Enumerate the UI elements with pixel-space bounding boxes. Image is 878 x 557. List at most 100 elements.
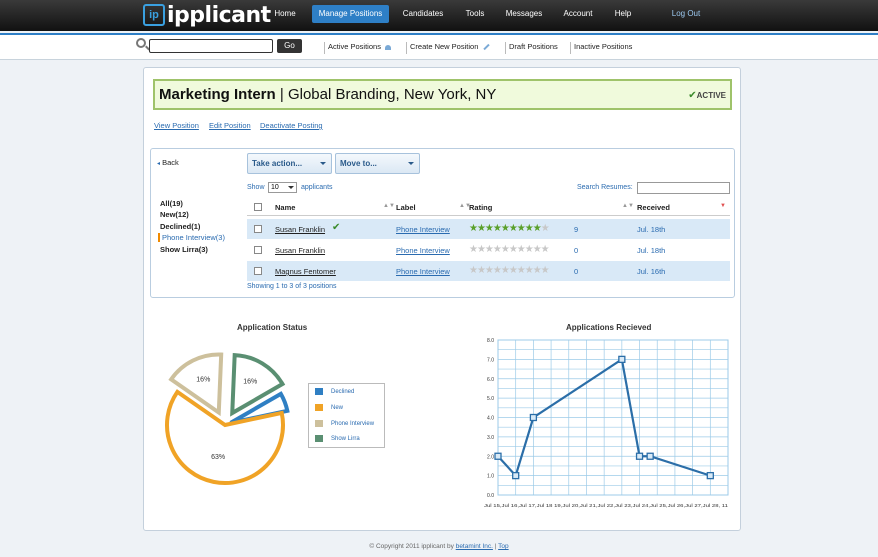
search-input[interactable] (149, 39, 273, 53)
nav-help[interactable]: Help (614, 9, 632, 18)
top-link[interactable]: Top (498, 543, 509, 550)
pie-slice-declined (229, 391, 290, 425)
data-point (529, 413, 538, 422)
rating-stars[interactable]: ★★★★★★★★★★ (469, 223, 550, 234)
pie-legend: Declined New Phone Interview Show Lirra (308, 383, 385, 448)
rating-stars[interactable]: ★★★★★★★★★★ (469, 244, 550, 255)
applicant-label[interactable]: Phone Interview (396, 225, 450, 234)
pie-chart-title: Application Status (237, 323, 308, 332)
pin-icon (384, 44, 391, 50)
x-tick-label: Jul 15,Jul 16,Jul 17,Jul 18 19,Jul 20,Ju… (484, 503, 729, 508)
received-date: Jul. 16th (637, 267, 666, 276)
go-button[interactable]: Go (277, 39, 302, 53)
nav-account[interactable]: Account (563, 9, 593, 18)
legend-swatch (315, 420, 323, 427)
y-tick-label: 0.0 (487, 493, 494, 499)
line-chart: 0.0 1.0 2.0 3.0 4.0 5.0 6.0 7.0 8.0 Jul 15,Jul 16… (484, 338, 729, 508)
legend-swatch (315, 435, 323, 442)
table-row[interactable]: Susan Franklin ✔ Phone Interview ★★★★★★★… (247, 219, 730, 239)
view-position-link[interactable]: View Position (154, 121, 199, 130)
y-tick-label: 2.0 (487, 454, 494, 460)
applicant-name[interactable]: Susan Franklin (275, 225, 326, 234)
legend-label: Declined (331, 389, 355, 396)
data-point (646, 452, 654, 460)
data-point (618, 355, 626, 364)
sort-icon[interactable]: ▲▼ (383, 203, 395, 209)
column-name[interactable]: Name (275, 203, 296, 212)
y-tick-label: 3.0 (487, 435, 494, 441)
company-link[interactable]: betamint Inc. (455, 543, 493, 550)
create-new-position-label: Create New Position (410, 42, 479, 51)
legend-label: Show Lirra (331, 436, 360, 443)
inactive-positions-link[interactable]: Inactive Positions (570, 42, 632, 54)
sort-icon[interactable]: ▲▼ (459, 203, 471, 209)
position-title-box: Marketing Intern | Global Branding, New … (153, 79, 732, 110)
filter-all[interactable]: All(19) (160, 199, 183, 208)
nav-candidates[interactable]: Candidates (402, 9, 444, 18)
data-point (635, 452, 644, 460)
position-title: Marketing Intern | Global Branding, New … (159, 86, 496, 103)
check-icon: ✔ (688, 90, 697, 101)
column-label[interactable]: Label (396, 203, 416, 212)
column-received[interactable]: Received (637, 203, 670, 212)
filter-phone-interview[interactable]: Phone Interview(3) (158, 233, 225, 242)
sort-icon[interactable]: ▲▼ (622, 203, 634, 209)
applicant-label[interactable]: Phone Interview (396, 267, 450, 276)
position-details: Global Branding, New York, NY (287, 86, 497, 103)
nav-home[interactable]: Home (274, 9, 296, 18)
take-action-dropdown[interactable]: Take action... (247, 153, 332, 174)
pie-slice-phone-interview (168, 352, 224, 417)
active-positions-label: Active Positions (328, 42, 381, 51)
create-new-position-link[interactable]: Create New Position (406, 42, 491, 54)
filter-new[interactable]: New(12) (160, 210, 189, 219)
rating-stars[interactable]: ★★★★★★★★★★ (469, 265, 550, 276)
column-rating[interactable]: Rating (469, 203, 493, 212)
logo[interactable]: ip ipplicant (143, 3, 271, 28)
pie-data-label: 16% (196, 376, 210, 383)
legend-swatch (315, 404, 323, 411)
row-checkbox[interactable] (254, 246, 262, 254)
search-resumes-label: Search Resumes: (577, 184, 633, 191)
table-header: Name ▲▼ Label ▲▼ Rating ▲▼ Received ▼ (247, 199, 730, 216)
active-positions-link[interactable]: Active Positions (324, 42, 391, 54)
back-arrow-icon: ◂ (157, 161, 161, 167)
status-text: ACTIVE (696, 91, 726, 100)
edit-position-link[interactable]: Edit Position (209, 121, 251, 130)
logo-mark-icon: ip (143, 4, 165, 26)
show-label: Show (247, 184, 265, 191)
footer: © Copyright 2011 ipplicant by betamint I… (0, 543, 878, 550)
sort-desc-icon[interactable]: ▼ (720, 203, 726, 209)
move-to-dropdown[interactable]: Move to... (335, 153, 420, 174)
nav-messages[interactable]: Messages (505, 9, 543, 18)
y-tick-label: 1.0 (487, 474, 494, 480)
search-resumes-input[interactable] (637, 182, 730, 194)
status-badge: ✔ACTIVE (688, 90, 726, 101)
logout-link[interactable]: Log Out (671, 9, 701, 18)
table-row[interactable]: Susan Franklin Phone Interview ★★★★★★★★★… (247, 240, 730, 260)
copyright-text: © Copyright 2011 ipplicant by (369, 543, 454, 550)
deactivate-posting-link[interactable]: Deactivate Posting (260, 121, 323, 130)
pie-slice-new (165, 389, 285, 485)
pencil-icon (483, 43, 491, 51)
applicant-label[interactable]: Phone Interview (396, 246, 450, 255)
y-tick-label: 4.0 (487, 416, 494, 422)
y-tick-label: 8.0 (487, 338, 494, 344)
filter-declined[interactable]: Declined(1) (160, 222, 201, 231)
title-separator: | (279, 86, 284, 103)
draft-positions-link[interactable]: Draft Positions (505, 42, 558, 54)
applicant-name[interactable]: Susan Franklin (275, 246, 326, 255)
back-link[interactable]: ◂ Back (157, 158, 179, 167)
table-row[interactable]: Magnus Fentomer Phone Interview ★★★★★★★★… (247, 261, 730, 281)
row-checkbox[interactable] (254, 225, 262, 233)
row-checkbox[interactable] (254, 267, 262, 275)
select-all-checkbox[interactable] (254, 203, 262, 211)
data-point (512, 471, 520, 480)
show-count-select[interactable]: 10 (268, 182, 297, 193)
applicant-name[interactable]: Magnus Fentomer (275, 267, 336, 276)
nav-manage-positions[interactable]: Manage Positions (312, 5, 389, 23)
nav-tools[interactable]: Tools (465, 9, 485, 18)
data-point (494, 452, 502, 460)
pie-data-label: 63% (211, 454, 225, 461)
filter-show-lirra[interactable]: Show Lirra(3) (160, 245, 208, 254)
legend-item-declined: Declined (315, 388, 354, 397)
